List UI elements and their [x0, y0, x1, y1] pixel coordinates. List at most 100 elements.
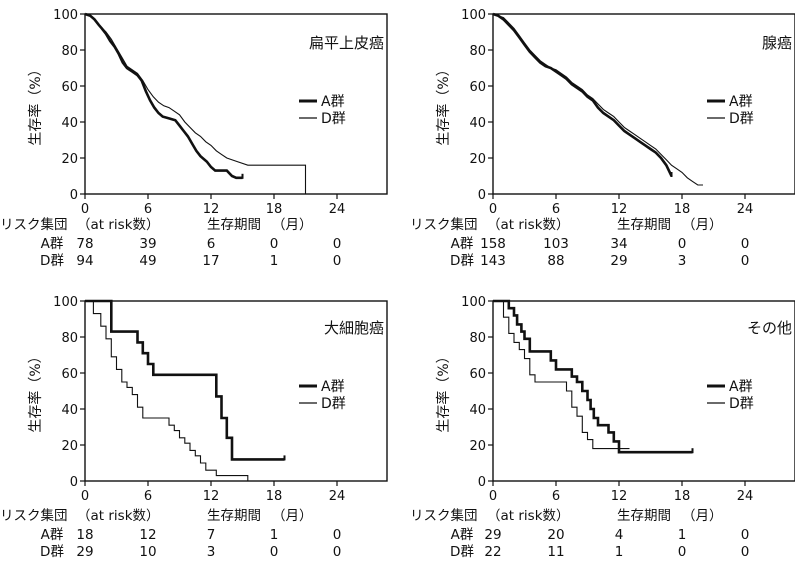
risk-header-2: （at risk数） [77, 217, 160, 233]
panel-title: 腺癌 [762, 34, 792, 52]
risk-count: 12 [139, 527, 156, 543]
x-tick-label: 6 [144, 202, 152, 217]
series-line-d [492, 13, 703, 186]
y-tick-label: 100 [461, 8, 486, 23]
risk-header-3: 生存期間 [207, 217, 261, 233]
series-line-d [85, 300, 249, 481]
risk-row-label: A群 [41, 527, 64, 543]
risk-count: 0 [741, 527, 750, 543]
risk-header-1: リスク集団 [0, 217, 68, 233]
risk-count: 29 [76, 544, 93, 560]
risk-header-2: （at risk数） [487, 217, 570, 233]
legend-label-a: A群 [321, 94, 345, 110]
risk-count: 1 [270, 253, 279, 269]
risk-count: 0 [333, 544, 342, 560]
risk-row-label: D群 [40, 544, 64, 560]
panel-title: 扁平上皮癌 [309, 34, 384, 52]
risk-count: 29 [610, 253, 627, 269]
risk-count: 94 [76, 253, 93, 269]
y-tick-label: 0 [478, 188, 486, 203]
series-line-a [84, 12, 243, 180]
series-line-a [493, 299, 693, 454]
risk-count: 20 [547, 527, 564, 543]
y-tick-label: 0 [70, 188, 78, 203]
y-axis-label: 生存率（%） [435, 62, 452, 145]
y-tick-label: 100 [53, 295, 78, 310]
risk-count: 7 [207, 527, 216, 543]
x-tick-label: 0 [81, 489, 89, 504]
x-tick-label: 24 [737, 489, 754, 504]
risk-count: 17 [202, 253, 219, 269]
x-tick-label: 6 [552, 202, 560, 217]
risk-count: 0 [741, 253, 750, 269]
y-tick-label: 100 [53, 8, 78, 23]
legend-label-d: D群 [729, 396, 754, 412]
risk-count: 18 [76, 527, 93, 543]
risk-row-label: A群 [451, 527, 474, 543]
risk-count: 143 [480, 253, 506, 269]
x-tick-label: 18 [266, 202, 283, 217]
risk-header-2: （at risk数） [487, 508, 570, 524]
risk-count: 0 [333, 236, 342, 252]
panel-title: その他 [747, 319, 792, 337]
risk-count: 0 [333, 253, 342, 269]
y-tick-label: 100 [461, 295, 486, 310]
risk-count: 4 [615, 527, 624, 543]
plot-frame [492, 300, 795, 482]
x-tick-label: 6 [144, 489, 152, 504]
x-tick-label: 12 [203, 489, 220, 504]
risk-row-label: D群 [450, 253, 474, 269]
legend-label-d: D群 [321, 111, 346, 127]
series-line-d [84, 13, 307, 194]
risk-header-1: リスク集団 [0, 508, 68, 524]
panel-title: 大細胞癌 [324, 319, 384, 337]
risk-header-2: （at risk数） [77, 508, 160, 524]
y-tick-label: 40 [61, 403, 78, 418]
series-line-a [85, 299, 285, 461]
risk-header-1: リスク集団 [410, 217, 478, 233]
y-tick-label: 0 [70, 475, 78, 490]
y-axis-label: 生存率（%） [27, 62, 44, 145]
risk-header-4: （月） [272, 217, 313, 233]
y-tick-label: 60 [61, 80, 78, 95]
risk-header-1: リスク集団 [410, 508, 478, 524]
legend-label-a: A群 [729, 94, 753, 110]
risk-count: 11 [547, 544, 564, 560]
y-tick-label: 20 [469, 152, 486, 167]
y-tick-label: 0 [478, 475, 486, 490]
risk-row-label: D群 [40, 253, 64, 269]
risk-count: 3 [678, 253, 687, 269]
x-tick-label: 0 [489, 489, 497, 504]
y-axis-label: 生存率（%） [27, 349, 44, 432]
x-tick-label: 18 [674, 489, 691, 504]
risk-header-3: 生存期間 [617, 508, 671, 524]
risk-count: 29 [484, 527, 501, 543]
risk-count: 78 [76, 236, 93, 252]
risk-count: 1 [270, 527, 279, 543]
risk-count: 49 [139, 253, 156, 269]
series-line-d [493, 300, 630, 450]
risk-header-3: 生存期間 [617, 217, 671, 233]
x-tick-label: 24 [329, 202, 346, 217]
plot-frame [84, 300, 388, 482]
risk-count: 34 [610, 236, 627, 252]
x-tick-label: 18 [674, 202, 691, 217]
risk-count: 10 [139, 544, 156, 560]
risk-header-4: （月） [682, 508, 723, 524]
y-axis-label: 生存率（%） [435, 349, 452, 432]
legend-label-a: A群 [729, 379, 753, 395]
x-tick-label: 12 [611, 489, 628, 504]
risk-header-4: （月） [272, 508, 313, 524]
x-tick-label: 24 [329, 489, 346, 504]
y-tick-label: 80 [469, 44, 486, 59]
risk-header-3: 生存期間 [207, 508, 261, 524]
risk-count: 103 [543, 236, 569, 252]
risk-count: 6 [207, 236, 216, 252]
y-tick-label: 60 [61, 367, 78, 382]
y-tick-label: 20 [469, 439, 486, 454]
legend-label-d: D群 [729, 111, 754, 127]
